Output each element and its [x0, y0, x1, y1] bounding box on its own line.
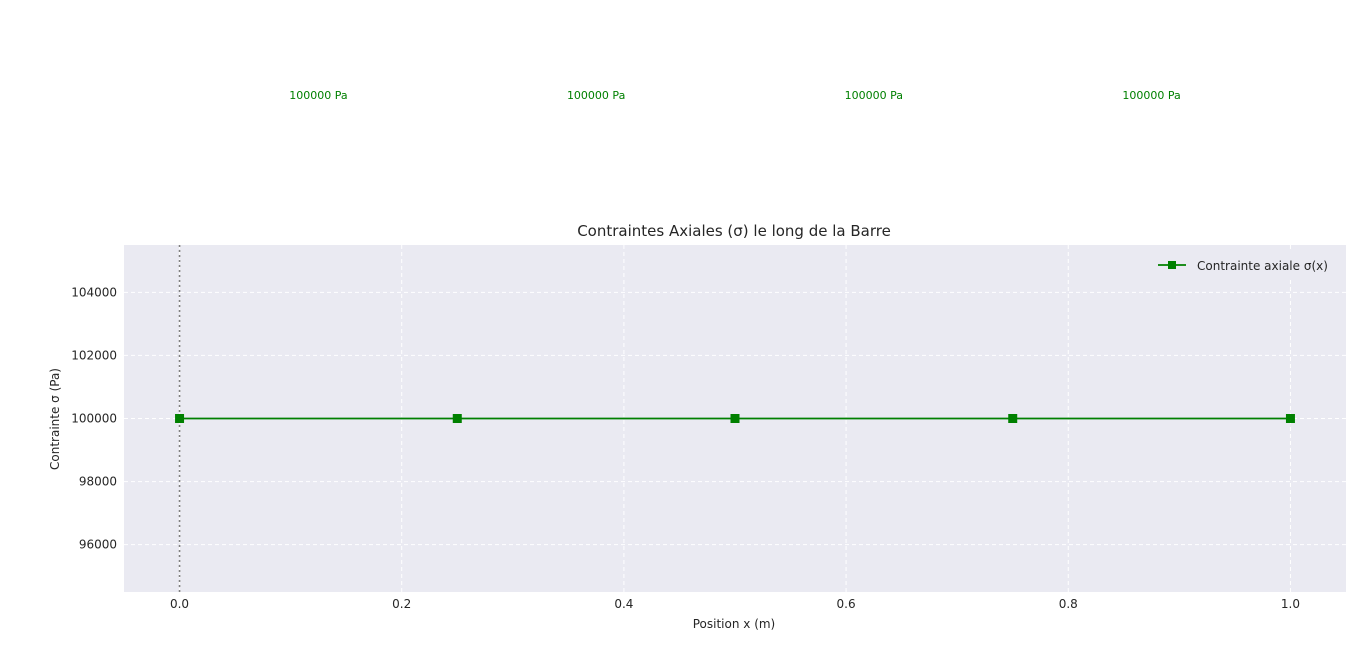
y-tick-label: 98000: [79, 475, 117, 489]
x-tick-label: 0.4: [614, 597, 633, 611]
data-point: [452, 414, 462, 423]
chart-title: Contraintes Axiales (σ) le long de la Ba…: [577, 222, 891, 240]
y-axis-label: Contrainte σ (Pa): [48, 368, 62, 470]
y-tick-label: 96000: [79, 538, 117, 552]
x-tick-label: 0.2: [392, 597, 411, 611]
segment-stress-annotation: 100000 Pa: [1122, 89, 1180, 102]
x-axis-ticks: 0.0 0.2 0.4 0.6 0.8 1.0: [170, 597, 1300, 611]
segment-stress-annotation: 100000 Pa: [567, 89, 625, 102]
x-tick-label: 0.8: [1059, 597, 1078, 611]
y-axis-ticks: 96000 98000 100000 102000 104000: [71, 285, 117, 551]
data-point: [730, 414, 740, 423]
x-tick-label: 0.6: [837, 597, 856, 611]
segment-stress-annotation: 100000 Pa: [845, 89, 903, 102]
y-tick-label: 104000: [71, 285, 117, 299]
y-tick-label: 100000: [71, 412, 117, 426]
x-tick-label: 1.0: [1281, 597, 1300, 611]
series-group: [175, 414, 1295, 423]
legend-entry: Contrainte axiale σ(x): [1197, 259, 1328, 273]
segment-annotations: 100000 Pa 100000 Pa 100000 Pa 100000 Pa: [289, 89, 1181, 102]
legend-marker: [1168, 261, 1176, 269]
segment-stress-annotation: 100000 Pa: [289, 89, 347, 102]
data-point: [1008, 414, 1018, 423]
data-point: [1285, 414, 1295, 423]
legend: Contrainte axiale σ(x): [1150, 252, 1340, 278]
x-tick-label: 0.0: [170, 597, 189, 611]
y-tick-label: 102000: [71, 348, 117, 362]
x-axis-label: Position x (m): [693, 617, 776, 631]
data-point: [175, 414, 185, 423]
